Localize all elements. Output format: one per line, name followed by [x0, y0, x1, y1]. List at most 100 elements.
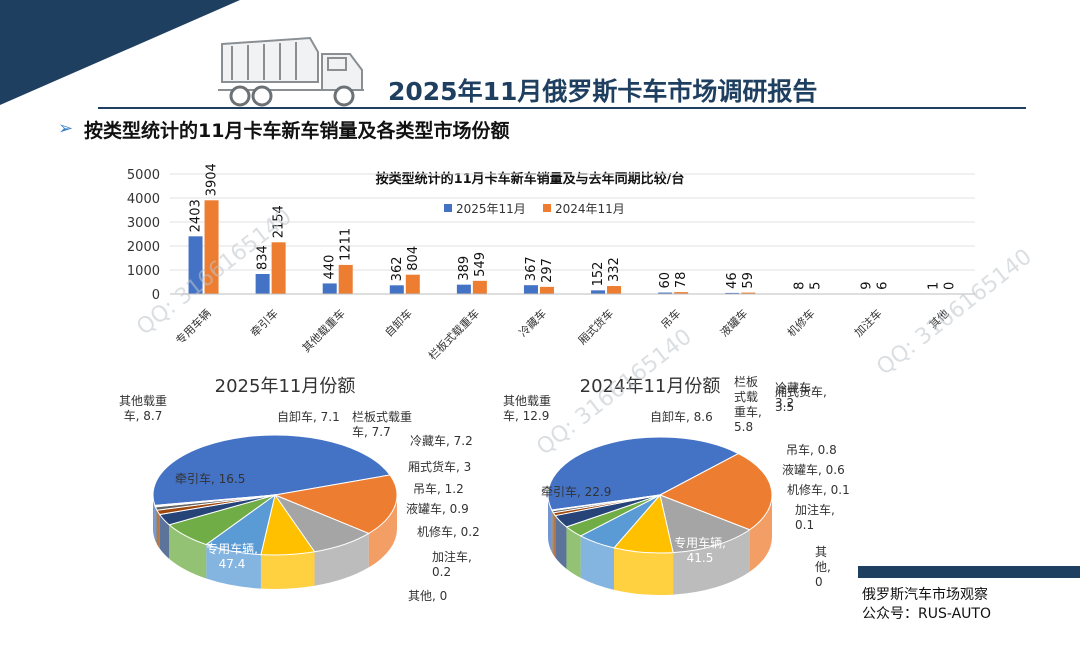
pie-slice-side [553, 512, 556, 558]
bar-value-label: 59 [741, 272, 756, 289]
bar-value-label: 78 [674, 272, 689, 289]
pie-label: 冷藏车, 7.2 [410, 433, 473, 448]
pie-slice-side [169, 524, 207, 579]
bar-value-label: 389 [457, 256, 472, 281]
pie-title: 2024年11月份额 [580, 376, 721, 397]
pie-slice-side [155, 506, 157, 545]
pie-slice [152, 434, 391, 506]
pie-label: 其他, 0 [408, 589, 447, 603]
bar-value-label: 367 [524, 256, 539, 281]
pie-label: 加注车, 0.1 [795, 502, 835, 532]
bar-value-label: 2154 [272, 205, 287, 238]
pie-slice [273, 474, 398, 534]
pie-slice-side [368, 495, 397, 568]
y-tick-label: 3000 [127, 216, 160, 231]
bar-2024 [338, 264, 353, 294]
pie-slice [547, 436, 740, 511]
pie-slice-side [260, 551, 315, 589]
bar-2024 [539, 286, 554, 294]
page-title: 2025年11月俄罗斯卡车市场调研报告 [388, 77, 818, 106]
bar-value-label: 6 [875, 282, 890, 290]
pie-slice-side [552, 510, 554, 555]
pie-slice-side [156, 510, 160, 549]
bar-2024 [607, 286, 622, 294]
y-tick-label: 1000 [127, 264, 160, 279]
x-tick-label: 冷藏车 [516, 306, 549, 339]
pie-label: 栏板式载重车, 7.7 [352, 409, 412, 439]
bar-value-label: 362 [390, 256, 405, 281]
footer-account: 公众号：RUS-AUTO [862, 606, 992, 622]
x-tick-label: 牵引车 [248, 306, 281, 339]
pie-label: 液罐车, 0.6 [782, 462, 845, 477]
pie-slice [658, 452, 773, 531]
bar-2024 [741, 292, 756, 294]
x-tick-label: 吊车 [658, 306, 683, 331]
bar-chart-title: 按类型统计的11月卡车新车销量及与去年同期比较/台 [376, 171, 685, 187]
pie-slice-side [580, 535, 615, 590]
x-tick-label: 栏板式载重车 [425, 306, 482, 363]
pie-label: 机修车, 0.2 [417, 524, 480, 539]
x-tick-label: 液罐车 [717, 306, 750, 339]
pie-label: 冷藏车, 3.2 [775, 380, 815, 410]
bar-value-label: 0 [942, 282, 957, 290]
y-tick-label: 4000 [127, 192, 160, 207]
x-tick-label: 自卸车 [382, 306, 415, 339]
legend-swatch [543, 204, 551, 212]
bar-value-label: 834 [256, 245, 271, 270]
legend-label: 2025年11月 [456, 202, 526, 216]
bar-2025 [591, 290, 606, 294]
x-tick-label: 机修车 [784, 306, 817, 339]
bar-value-label: 2403 [189, 199, 204, 232]
arrow-icon: ➢ [58, 118, 74, 139]
pie-label: 加注车, 0.2 [432, 549, 472, 579]
y-tick-label: 5000 [127, 168, 160, 183]
bar-value-label: 5 [808, 282, 823, 290]
y-tick-label: 0 [152, 288, 160, 303]
pie-slice-side [566, 526, 581, 578]
pie-slice-side [206, 544, 261, 589]
pie-label: 专用车辆, 41.5 [674, 535, 726, 565]
y-tick-label: 2000 [127, 240, 160, 255]
footer-source: 俄罗斯汽车市场观察 [862, 587, 988, 603]
pie-label: 自卸车, 8.6 [650, 409, 713, 424]
bar-2025 [389, 285, 404, 294]
bar-2024 [405, 274, 420, 294]
bar-2024 [204, 200, 219, 294]
pie-label: 厢式货车, 3 [408, 459, 471, 474]
x-tick-label: 其他载重车 [299, 306, 348, 355]
legend-label: 2024年11月 [555, 202, 625, 216]
bar-2024 [674, 292, 689, 294]
pie-label: 吊车, 1.2 [413, 481, 464, 496]
legend-swatch [444, 204, 452, 212]
x-tick-label: 厢式货车 [575, 306, 616, 347]
bar-value-label: 60 [658, 272, 673, 289]
section-title: 按类型统计的11月卡车新车销量及各类型市场份额 [84, 120, 510, 142]
pie-slice-side [555, 515, 567, 569]
pie-label: 其他, 0 [815, 545, 831, 589]
pie-label: 牵引车, 22.9 [541, 484, 611, 499]
bar-value-label: 440 [323, 255, 338, 280]
pie-slice-side [614, 547, 674, 595]
bar-value-label: 46 [725, 272, 740, 289]
bar-2025 [255, 273, 270, 294]
pie-slice-side [314, 533, 369, 586]
bar-2025 [456, 284, 471, 294]
pie-label: 其他载重车, 12.9 [503, 394, 551, 423]
bar-2025 [188, 236, 203, 294]
bar-value-label: 1 [926, 282, 941, 290]
bar-value-label: 297 [540, 258, 555, 283]
bar-2025 [658, 292, 673, 294]
dump-truck-icon [218, 36, 364, 107]
title-divider [98, 107, 1026, 109]
bar-value-label: 9 [859, 282, 874, 290]
bar-2025 [322, 283, 337, 294]
footer-bar [858, 566, 1080, 578]
x-tick-label: 其他 [927, 307, 952, 332]
pie-label: 机修车, 0.1 [787, 482, 850, 497]
x-tick-label: 加注车 [851, 306, 884, 339]
pie-label: 栏板式载重车, 5.8 [734, 374, 762, 434]
bar-value-label: 332 [607, 257, 622, 282]
pie-label: 专用车辆, 47.4 [206, 541, 258, 571]
bar-value-label: 8 [792, 282, 807, 290]
